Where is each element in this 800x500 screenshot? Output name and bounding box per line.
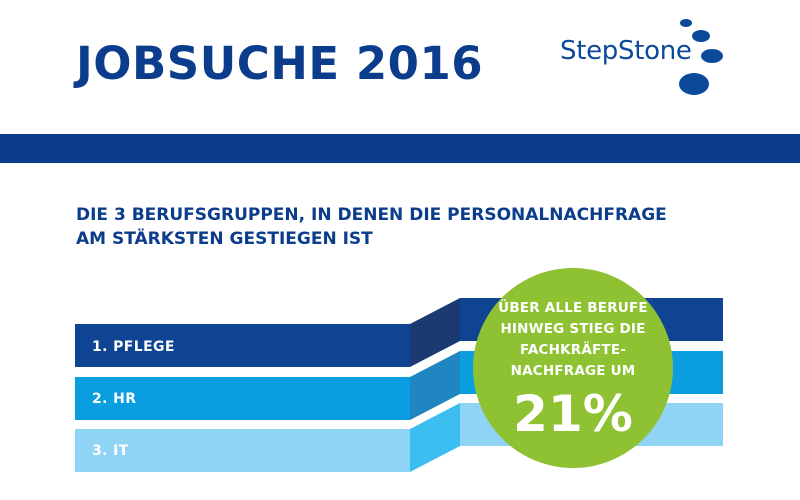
ribbon-3-left [75,429,410,472]
ribbon-3-fold [410,403,460,472]
header-band [0,134,800,163]
ribbon-2-left [75,377,410,420]
badge-text-line-4: NACHFRAGE UM [510,363,636,379]
ribbon-1-fold [410,298,460,367]
badge-text-line-3: FACHKRÄFTE- [519,342,627,358]
ranking-label-2: 2. HR [92,391,137,407]
logo-wordmark: StepStone [560,36,692,66]
heading-line-1: DIE 3 BERUFSGRUPPEN, IN DENEN DIE PERSON… [76,205,667,225]
stones-icon [679,19,723,95]
badge-text-line-2: HINWEG STIEG DIE [500,321,646,337]
section-heading: DIE 3 BERUFSGRUPPEN, IN DENEN DIE PERSON… [76,203,776,251]
badge-text-line-1: ÜBER ALLE BERUFE [498,300,648,316]
ranking-label-1: 1. PFLEGE [92,339,175,355]
stat-badge: ÜBER ALLE BERUFE HINWEG STIEG DIE FACHKR… [473,268,673,468]
badge-value: 21% [513,385,633,443]
page-title: JOBSUCHE 2016 [76,37,484,90]
ribbon-1-left [75,324,410,367]
heading-line-2: AM STÄRKSTEN GESTIEGEN IST [76,229,373,249]
ribbon-2-fold [410,351,460,420]
stepstone-logo: StepStone [560,14,740,104]
ranking-label-3: 3. IT [92,443,129,459]
badge-text: ÜBER ALLE BERUFE HINWEG STIEG DIE FACHKR… [493,298,653,382]
